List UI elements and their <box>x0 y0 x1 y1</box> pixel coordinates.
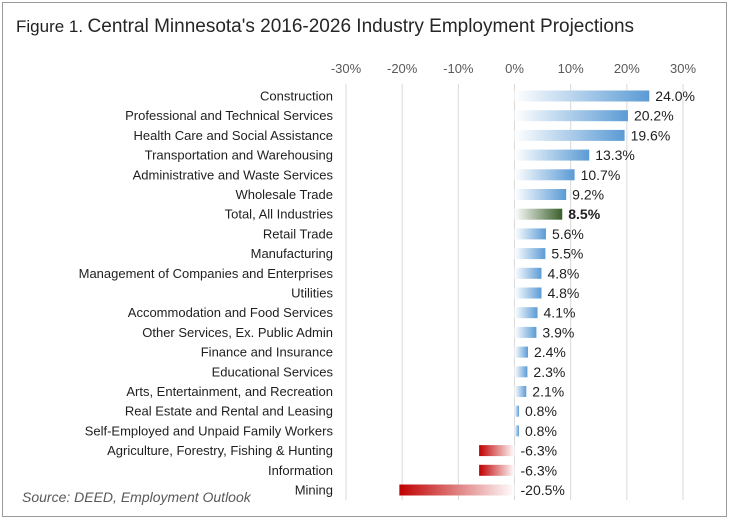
data-label: 2.3% <box>533 364 565 380</box>
data-label: 0.8% <box>525 423 557 439</box>
data-label: 4.1% <box>544 305 576 321</box>
data-label: 5.6% <box>552 226 584 242</box>
data-label: -6.3% <box>521 443 558 459</box>
category-label: Wholesale Trade <box>235 187 333 202</box>
data-label: 9.2% <box>572 187 604 203</box>
category-label: Self-Employed and Unpaid Family Workers <box>85 423 334 438</box>
category-label: Agriculture, Forestry, Fishing & Hunting <box>107 443 333 458</box>
bars <box>399 90 650 496</box>
category-label: Other Services, Ex. Public Admin <box>142 325 333 340</box>
x-tick-label: 0% <box>505 61 524 76</box>
data-label: -6.3% <box>521 462 558 478</box>
bar-total <box>514 208 563 220</box>
source-note: Source: DEED, Employment Outlook <box>22 489 251 505</box>
data-label: -20.5% <box>521 482 565 498</box>
bar <box>514 287 542 299</box>
category-label: Health Care and Social Assistance <box>134 128 333 143</box>
bar <box>514 110 628 122</box>
category-label: Educational Services <box>212 364 334 379</box>
bar <box>514 90 650 102</box>
x-tick-label: -30% <box>331 61 362 76</box>
category-label: Total, All Industries <box>225 207 334 222</box>
x-axis-ticks: -30% -20% -10% 0% 10% 20% 30% <box>331 61 697 76</box>
data-label: 2.1% <box>532 384 564 400</box>
category-label: Administrative and Waste Services <box>133 167 334 182</box>
category-label: Construction <box>260 89 333 104</box>
data-label: 24.0% <box>655 88 695 104</box>
bar <box>479 445 515 457</box>
data-label: 2.4% <box>534 344 566 360</box>
category-label: Management of Companies and Enterprises <box>79 266 334 281</box>
bar <box>514 346 528 358</box>
category-label: Mining <box>295 483 333 498</box>
x-tick-label: -20% <box>387 61 418 76</box>
category-label: Arts, Entertainment, and Recreation <box>126 384 333 399</box>
data-label: 13.3% <box>595 147 635 163</box>
category-label: Manufacturing <box>251 246 333 261</box>
bar <box>514 405 519 417</box>
data-label: 5.5% <box>551 246 583 262</box>
bar <box>514 307 538 319</box>
data-label: 8.5% <box>568 206 600 222</box>
category-label: Retail Trade <box>263 226 333 241</box>
category-label: Real Estate and Rental and Leasing <box>125 404 333 419</box>
bar <box>479 464 515 476</box>
bar <box>514 267 542 279</box>
bar <box>514 366 528 378</box>
bar <box>514 189 567 200</box>
data-label: 4.8% <box>547 265 579 281</box>
bar <box>514 425 519 437</box>
bar <box>514 149 590 161</box>
data-label: 0.8% <box>525 403 557 419</box>
data-label: 20.2% <box>634 108 674 124</box>
category-label: Finance and Insurance <box>201 345 333 360</box>
x-tick-label: -10% <box>443 61 474 76</box>
data-label: 3.9% <box>542 324 574 340</box>
data-label: 4.8% <box>547 285 579 301</box>
bar <box>514 129 625 141</box>
x-tick-label: 30% <box>670 61 696 76</box>
figure-number: Figure 1. <box>16 17 84 36</box>
category-label: Accommodation and Food Services <box>128 305 334 320</box>
category-label: Transportation and Warehousing <box>145 148 333 163</box>
bar <box>399 484 515 496</box>
bar <box>514 386 527 397</box>
bar <box>514 228 546 240</box>
chart-title-text: Central Minnesota's 2016-2026 Industry E… <box>87 16 635 37</box>
x-tick-label: 20% <box>614 61 640 76</box>
data-labels: 24.0% 20.2% 19.6% 13.3% 10.7% 9.2% 8.5% 5.6% 5.5… <box>521 88 696 498</box>
category-label: Utilities <box>291 286 333 301</box>
chart-title: Figure 1. Central Minnesota's 2016-2026 … <box>16 16 634 38</box>
data-label: 19.6% <box>631 127 671 143</box>
data-label: 10.7% <box>581 167 621 183</box>
category-labels: Construction Professional and Technical S… <box>79 89 334 498</box>
category-label: Professional and Technical Services <box>125 108 333 123</box>
bar <box>514 326 537 338</box>
category-label: Information <box>268 463 333 478</box>
bar <box>514 169 575 181</box>
x-tick-label: 10% <box>558 61 584 76</box>
bar <box>514 248 546 260</box>
